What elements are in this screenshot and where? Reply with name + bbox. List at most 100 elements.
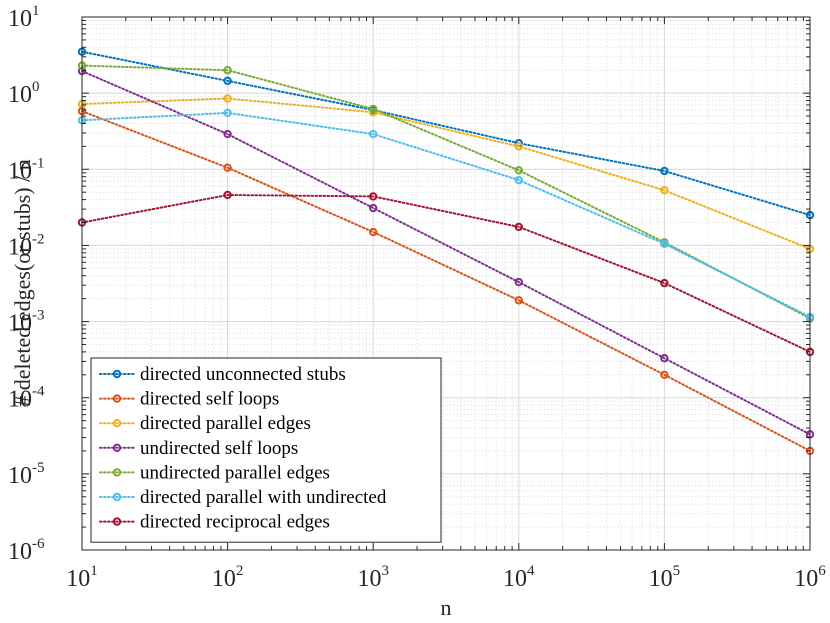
data-point xyxy=(660,239,669,249)
y-tick-label: 101 xyxy=(8,3,40,32)
data-point xyxy=(223,108,232,118)
x-tick-base: 10 xyxy=(503,566,527,592)
y-tick-label: 10-4 xyxy=(8,384,45,413)
legend-swatch-marker xyxy=(112,394,122,403)
x-tick-labels: 101 102 103 104 105 106 xyxy=(66,563,826,592)
series-0 xyxy=(77,47,815,220)
x-tick-base: 10 xyxy=(66,566,90,592)
y-tick-exponent: 1 xyxy=(32,3,40,19)
x-tick-label: 103 xyxy=(357,563,389,592)
data-point xyxy=(514,222,523,232)
data-point xyxy=(223,94,232,103)
series-line xyxy=(81,97,811,250)
axis-ticks xyxy=(81,16,811,551)
y-tick-base: 10 xyxy=(8,158,32,184)
y-tick-base: 10 xyxy=(8,82,32,108)
x-tick-label: 101 xyxy=(66,563,98,592)
data-point xyxy=(223,76,232,86)
y-axis-label: # deleted edges(or stubs) / n xyxy=(10,159,35,406)
legend: directed unconnected stubs directed self … xyxy=(90,357,442,543)
legend-swatch-marker xyxy=(112,517,122,526)
data-point xyxy=(369,129,378,139)
y-tick-base: 10 xyxy=(8,311,32,337)
y-tick-exponent: -3 xyxy=(32,308,45,324)
legend-label: directed unconnected stubs xyxy=(140,364,346,385)
legend-swatch-marker xyxy=(112,369,122,379)
series-line xyxy=(81,50,811,217)
x-tick-base: 10 xyxy=(357,566,381,592)
data-point xyxy=(223,163,232,172)
y-tick-label: 10-5 xyxy=(8,460,45,489)
y-tick-base: 10 xyxy=(8,387,32,413)
x-tick-base: 10 xyxy=(649,566,673,592)
legend-swatch-marker xyxy=(112,419,122,428)
data-point xyxy=(369,203,378,213)
data-point xyxy=(514,175,523,185)
data-point xyxy=(660,278,669,288)
legend-swatch-marker xyxy=(112,468,122,477)
y-tick-label: 10-1 xyxy=(8,155,45,184)
x-axis-label: n xyxy=(441,595,452,620)
legend-label: directed parallel edges xyxy=(140,413,311,434)
x-tick-label: 104 xyxy=(503,563,535,592)
data-point xyxy=(660,186,669,195)
plot-frame xyxy=(81,16,811,551)
series-line xyxy=(81,111,811,318)
series-layer xyxy=(77,47,815,456)
y-tick-label: 100 xyxy=(8,79,40,108)
legend-item: directed reciprocal edges xyxy=(99,512,330,533)
legend-item: undirected self loops xyxy=(99,438,298,459)
legend-item: directed unconnected stubs xyxy=(99,364,346,385)
legend-label: directed parallel with undirected xyxy=(140,487,387,508)
data-point xyxy=(369,104,378,114)
data-point xyxy=(369,227,378,237)
legend-swatch-marker xyxy=(112,492,122,502)
data-point xyxy=(660,370,669,379)
legend-box xyxy=(90,357,442,543)
x-tick-exponent: 1 xyxy=(90,563,98,579)
series-line xyxy=(81,70,811,436)
y-tick-exponent: -5 xyxy=(32,460,45,476)
y-tick-exponent: -4 xyxy=(32,384,45,400)
y-tick-exponent: -6 xyxy=(32,536,45,552)
x-tick-exponent: 6 xyxy=(818,563,826,579)
y-tick-base: 10 xyxy=(8,6,32,32)
x-tick-base: 10 xyxy=(794,566,818,592)
y-tick-base: 10 xyxy=(8,539,32,565)
y-tick-label: 10-6 xyxy=(8,536,45,565)
legend-label: directed reciprocal edges xyxy=(140,512,330,533)
y-tick-label: 10-2 xyxy=(8,231,45,260)
data-point xyxy=(660,166,669,176)
legend-swatch-marker xyxy=(112,443,122,452)
x-tick-exponent: 2 xyxy=(236,563,244,579)
data-point xyxy=(660,354,669,363)
legend-item: directed parallel edges xyxy=(99,413,311,434)
series-line xyxy=(81,110,811,452)
x-tick-label: 105 xyxy=(649,563,681,592)
data-point xyxy=(369,192,378,201)
legend-item: directed self loops xyxy=(99,389,279,410)
y-tick-exponent: 0 xyxy=(32,79,40,95)
x-tick-base: 10 xyxy=(212,566,236,592)
data-point xyxy=(514,166,523,175)
data-point xyxy=(223,190,232,200)
y-tick-label: 10-3 xyxy=(8,308,45,337)
y-tick-base: 10 xyxy=(8,463,32,489)
data-point xyxy=(514,142,523,151)
data-point xyxy=(223,66,232,75)
series-line xyxy=(81,64,811,320)
data-point xyxy=(514,277,523,287)
x-tick-exponent: 4 xyxy=(527,563,535,579)
legend-item: directed parallel with undirected xyxy=(99,487,387,508)
series-line xyxy=(81,193,811,353)
x-tick-exponent: 5 xyxy=(673,563,681,579)
y-tick-exponent: -1 xyxy=(32,155,45,171)
x-tick-exponent: 3 xyxy=(381,563,389,579)
data-point xyxy=(514,296,523,305)
legend-label: undirected parallel edges xyxy=(140,462,330,483)
x-tick-label: 102 xyxy=(212,563,244,592)
y-tick-base: 10 xyxy=(8,234,32,260)
legend-label: directed self loops xyxy=(140,389,279,410)
